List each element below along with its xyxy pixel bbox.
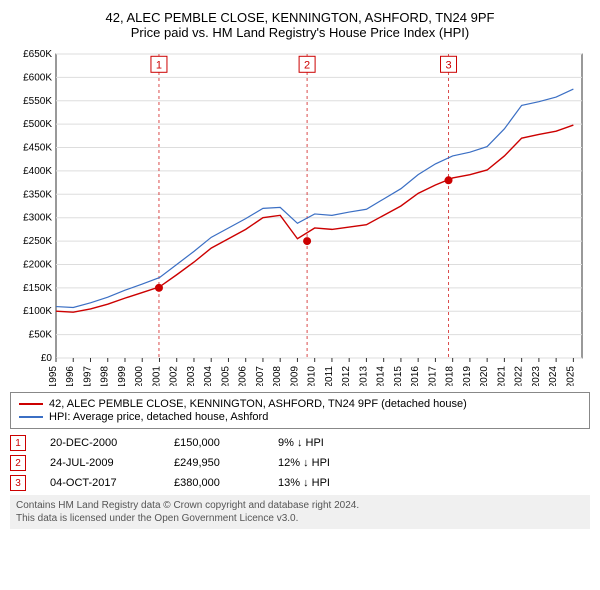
svg-text:2002: 2002 bbox=[169, 366, 180, 386]
svg-text:1995: 1995 bbox=[48, 366, 59, 386]
svg-text:3: 3 bbox=[445, 59, 451, 71]
svg-text:2: 2 bbox=[304, 59, 310, 71]
chart-area: £0 £50K £100K £150K £200K £250K £300K £350K £400… bbox=[10, 46, 590, 386]
sale-price: £380,000 bbox=[174, 477, 254, 489]
svg-text:£150K: £150K bbox=[23, 283, 52, 294]
legend-label: HPI: Average price, detached house, Ashf… bbox=[49, 411, 268, 423]
legend-item: 42, ALEC PEMBLE CLOSE, KENNINGTON, ASHFO… bbox=[19, 398, 581, 410]
svg-text:£250K: £250K bbox=[23, 236, 52, 247]
price-chart: £0 £50K £100K £150K £200K £250K £300K £350K £400… bbox=[10, 46, 590, 386]
svg-text:£600K: £600K bbox=[23, 72, 52, 83]
svg-text:2017: 2017 bbox=[427, 366, 438, 386]
sale-price: £249,950 bbox=[174, 457, 254, 469]
svg-text:2007: 2007 bbox=[255, 366, 266, 386]
svg-text:2008: 2008 bbox=[272, 366, 283, 386]
svg-text:2003: 2003 bbox=[186, 366, 197, 386]
sale-row: 2 24-JUL-2009 £249,950 12% ↓ HPI bbox=[10, 455, 590, 471]
sale-marker-badge: 3 bbox=[10, 475, 26, 491]
svg-text:1998: 1998 bbox=[100, 366, 111, 386]
svg-text:1997: 1997 bbox=[82, 366, 93, 386]
sale-date: 24-JUL-2009 bbox=[50, 457, 150, 469]
svg-text:2001: 2001 bbox=[151, 366, 162, 386]
svg-text:£300K: £300K bbox=[23, 213, 52, 224]
svg-text:2020: 2020 bbox=[479, 366, 490, 386]
title-line-2: Price paid vs. HM Land Registry's House … bbox=[10, 25, 590, 40]
svg-text:£200K: £200K bbox=[23, 259, 52, 270]
sales-table: 1 20-DEC-2000 £150,000 9% ↓ HPI 2 24-JUL-2009… bbox=[10, 435, 590, 491]
svg-text:2024: 2024 bbox=[548, 366, 559, 386]
sale-row: 1 20-DEC-2000 £150,000 9% ↓ HPI bbox=[10, 435, 590, 451]
svg-text:2013: 2013 bbox=[358, 366, 369, 386]
legend-swatch bbox=[19, 416, 43, 418]
svg-text:1: 1 bbox=[156, 59, 162, 71]
svg-text:2014: 2014 bbox=[376, 366, 387, 386]
svg-text:2011: 2011 bbox=[324, 366, 335, 386]
sale-marker-badge: 1 bbox=[10, 435, 26, 451]
sale-price: £150,000 bbox=[174, 437, 254, 449]
footer-note: Contains HM Land Registry data © Crown c… bbox=[10, 495, 590, 529]
footer-line-1: Contains HM Land Registry data © Crown c… bbox=[16, 499, 584, 512]
svg-text:2006: 2006 bbox=[238, 366, 249, 386]
svg-text:£0: £0 bbox=[41, 353, 53, 364]
svg-text:1999: 1999 bbox=[117, 366, 128, 386]
svg-text:£400K: £400K bbox=[23, 166, 52, 177]
svg-text:£650K: £650K bbox=[23, 49, 52, 60]
svg-text:£550K: £550K bbox=[23, 96, 52, 107]
svg-text:1996: 1996 bbox=[65, 366, 76, 386]
sale-delta: 13% ↓ HPI bbox=[278, 477, 378, 489]
footer-line-2: This data is licensed under the Open Gov… bbox=[16, 512, 584, 525]
sale-marker-badge: 2 bbox=[10, 455, 26, 471]
svg-text:2022: 2022 bbox=[514, 366, 525, 386]
svg-text:2009: 2009 bbox=[289, 366, 300, 386]
sale-delta: 9% ↓ HPI bbox=[278, 437, 378, 449]
legend-label: 42, ALEC PEMBLE CLOSE, KENNINGTON, ASHFO… bbox=[49, 398, 467, 410]
svg-text:£350K: £350K bbox=[23, 189, 52, 200]
svg-text:2018: 2018 bbox=[445, 366, 456, 386]
title-line-1: 42, ALEC PEMBLE CLOSE, KENNINGTON, ASHFO… bbox=[10, 10, 590, 25]
svg-text:2000: 2000 bbox=[134, 366, 145, 386]
svg-text:2004: 2004 bbox=[203, 366, 214, 386]
legend-item: HPI: Average price, detached house, Ashf… bbox=[19, 411, 581, 423]
chart-title-block: 42, ALEC PEMBLE CLOSE, KENNINGTON, ASHFO… bbox=[10, 10, 590, 40]
svg-text:2019: 2019 bbox=[462, 366, 473, 386]
svg-text:2012: 2012 bbox=[341, 366, 352, 386]
svg-text:2016: 2016 bbox=[410, 366, 421, 386]
sale-date: 04-OCT-2017 bbox=[50, 477, 150, 489]
svg-text:2010: 2010 bbox=[307, 366, 318, 386]
sale-delta: 12% ↓ HPI bbox=[278, 457, 378, 469]
legend-swatch bbox=[19, 403, 43, 405]
svg-text:2005: 2005 bbox=[220, 366, 231, 386]
svg-text:£450K: £450K bbox=[23, 143, 52, 154]
legend: 42, ALEC PEMBLE CLOSE, KENNINGTON, ASHFO… bbox=[10, 392, 590, 429]
sale-row: 3 04-OCT-2017 £380,000 13% ↓ HPI bbox=[10, 475, 590, 491]
svg-text:2023: 2023 bbox=[531, 366, 542, 386]
svg-text:£500K: £500K bbox=[23, 119, 52, 130]
svg-text:2015: 2015 bbox=[393, 366, 404, 386]
svg-text:2021: 2021 bbox=[496, 366, 507, 386]
svg-text:£100K: £100K bbox=[23, 306, 52, 317]
svg-text:£50K: £50K bbox=[29, 330, 53, 341]
svg-text:2025: 2025 bbox=[565, 366, 576, 386]
sale-date: 20-DEC-2000 bbox=[50, 437, 150, 449]
